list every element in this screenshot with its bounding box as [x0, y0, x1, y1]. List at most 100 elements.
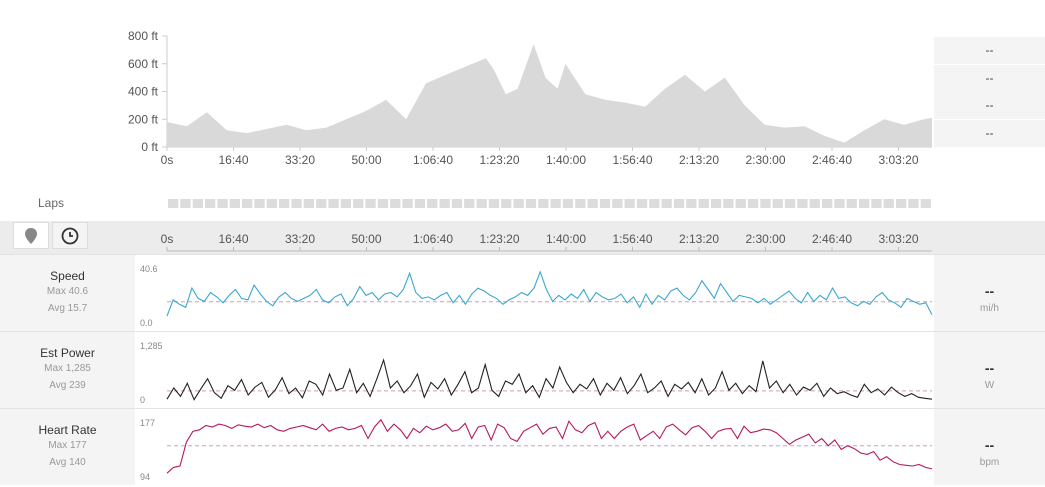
lap-segment[interactable]: [291, 199, 302, 208]
metric-value-panel: -- mi/h: [934, 255, 1045, 331]
elevation-y-tick: 200 ft: [128, 112, 159, 126]
lap-segment[interactable]: [279, 199, 290, 208]
metric-y-max-label: 1,285: [140, 341, 163, 351]
lap-segment[interactable]: [809, 199, 820, 208]
metric-max: Max 1,285: [44, 363, 91, 374]
lap-segment[interactable]: [414, 199, 426, 208]
lap-segment[interactable]: [649, 199, 660, 208]
elevation-y-tick: 600 ft: [128, 57, 159, 71]
lap-segment[interactable]: [488, 199, 500, 208]
elevation-x-tick: 16:40: [218, 153, 248, 167]
lap-segment[interactable]: [846, 199, 857, 208]
elevation-x-tick: 50:00: [351, 153, 381, 167]
lap-segment[interactable]: [735, 199, 746, 208]
metric-y-min-label: 94: [140, 472, 150, 482]
lap-segment[interactable]: [340, 199, 351, 208]
time-mode-button[interactable]: [52, 222, 88, 249]
lap-segment[interactable]: [599, 199, 611, 208]
lap-segment[interactable]: [686, 199, 697, 208]
lap-segment[interactable]: [205, 199, 216, 208]
lap-segment[interactable]: [538, 199, 549, 208]
lap-segment[interactable]: [476, 199, 487, 208]
metric-unit: bpm: [979, 457, 1000, 468]
time-axis-tick: 1:23:20: [479, 232, 519, 246]
lap-segment[interactable]: [365, 199, 376, 208]
lap-segment[interactable]: [266, 199, 277, 208]
time-axis-tick: 2:30:00: [745, 232, 785, 246]
lap-segment[interactable]: [501, 199, 512, 208]
lap-segment[interactable]: [254, 199, 265, 208]
lap-segment[interactable]: [859, 199, 870, 208]
metric-max: Max 177: [48, 440, 87, 451]
lap-segment[interactable]: [377, 199, 389, 208]
lap-segment[interactable]: [229, 199, 240, 208]
lap-segment[interactable]: [896, 199, 907, 208]
lap-segment[interactable]: [328, 199, 339, 208]
elevation-x-tick: 3:03:20: [878, 153, 918, 167]
lap-segment[interactable]: [513, 199, 524, 208]
metric-unit: mi/h: [980, 303, 999, 314]
distance-mode-button[interactable]: [13, 222, 49, 249]
metric-plot: 177 94: [140, 418, 933, 482]
time-axis-tick: 2:13:20: [679, 232, 719, 246]
metric-y-max-label: 177: [140, 418, 155, 428]
lap-segment[interactable]: [353, 199, 364, 208]
lap-segment[interactable]: [587, 199, 598, 208]
lap-segment[interactable]: [439, 199, 450, 208]
lap-segment[interactable]: [217, 199, 228, 208]
elevation-x-tick: 2:46:40: [812, 153, 852, 167]
elevation-x-tick: 0s: [161, 153, 174, 167]
metric-avg: Avg 140: [49, 457, 86, 468]
lap-segment[interactable]: [822, 199, 833, 208]
lap-segment[interactable]: [772, 199, 783, 208]
lap-segment[interactable]: [575, 199, 586, 208]
metric-avg: Avg 15.7: [47, 303, 88, 314]
elevation-area: [167, 44, 932, 147]
lap-segment[interactable]: [636, 199, 648, 208]
lap-segment[interactable]: [883, 199, 894, 208]
lap-segment[interactable]: [303, 199, 314, 208]
lap-segment[interactable]: [612, 199, 623, 208]
lap-segment[interactable]: [920, 199, 931, 208]
lap-segment[interactable]: [180, 199, 191, 208]
elevation-y-tick: 400 ft: [128, 85, 159, 99]
metric-value-panel: -- bpm: [934, 409, 1045, 485]
lap-segment[interactable]: [562, 199, 574, 208]
lap-segment[interactable]: [624, 199, 635, 208]
lap-segment[interactable]: [464, 199, 475, 208]
lap-segment[interactable]: [390, 199, 401, 208]
lap-segment[interactable]: [710, 199, 722, 208]
elevation-y-tick: 0 ft: [141, 140, 158, 154]
lap-segment[interactable]: [747, 199, 759, 208]
metric-series-line: [166, 418, 933, 474]
lap-segment[interactable]: [525, 199, 537, 208]
metric-plot: 40.6 0.0: [140, 264, 933, 328]
lap-segment[interactable]: [192, 199, 203, 208]
lap-segment[interactable]: [316, 199, 327, 208]
lap-segment[interactable]: [723, 199, 734, 208]
metric-max: Max 40.6: [46, 286, 89, 297]
metric-avg: Avg 239: [49, 380, 86, 391]
lap-segment[interactable]: [797, 199, 808, 208]
lap-segment[interactable]: [451, 199, 463, 208]
lap-segment[interactable]: [698, 199, 709, 208]
lap-segment[interactable]: [908, 199, 919, 208]
lap-segment[interactable]: [242, 199, 253, 208]
lap-segment[interactable]: [661, 199, 672, 208]
lap-segment[interactable]: [550, 199, 561, 208]
laps-bar[interactable]: [0, 190, 934, 218]
lap-segment[interactable]: [760, 199, 771, 208]
metric-label-panel: Heart Rate Max 177 Avg 140: [0, 409, 135, 485]
lap-segment[interactable]: [871, 199, 882, 208]
laps-label: Laps: [38, 196, 65, 210]
elevation-x-tick: 2:30:00: [745, 153, 785, 167]
lap-segment[interactable]: [784, 199, 796, 208]
map-pin-icon: [25, 227, 37, 244]
lap-segment[interactable]: [673, 199, 685, 208]
lap-segment[interactable]: [168, 199, 179, 208]
time-axis-tick: 0s: [161, 232, 174, 246]
lap-segment[interactable]: [402, 199, 413, 208]
time-axis: 0s 16:40 33:20 50:00 1:06:40 1:23:20 1:40:00 1:…: [161, 232, 932, 252]
lap-segment[interactable]: [834, 199, 845, 208]
lap-segment[interactable]: [427, 199, 438, 208]
